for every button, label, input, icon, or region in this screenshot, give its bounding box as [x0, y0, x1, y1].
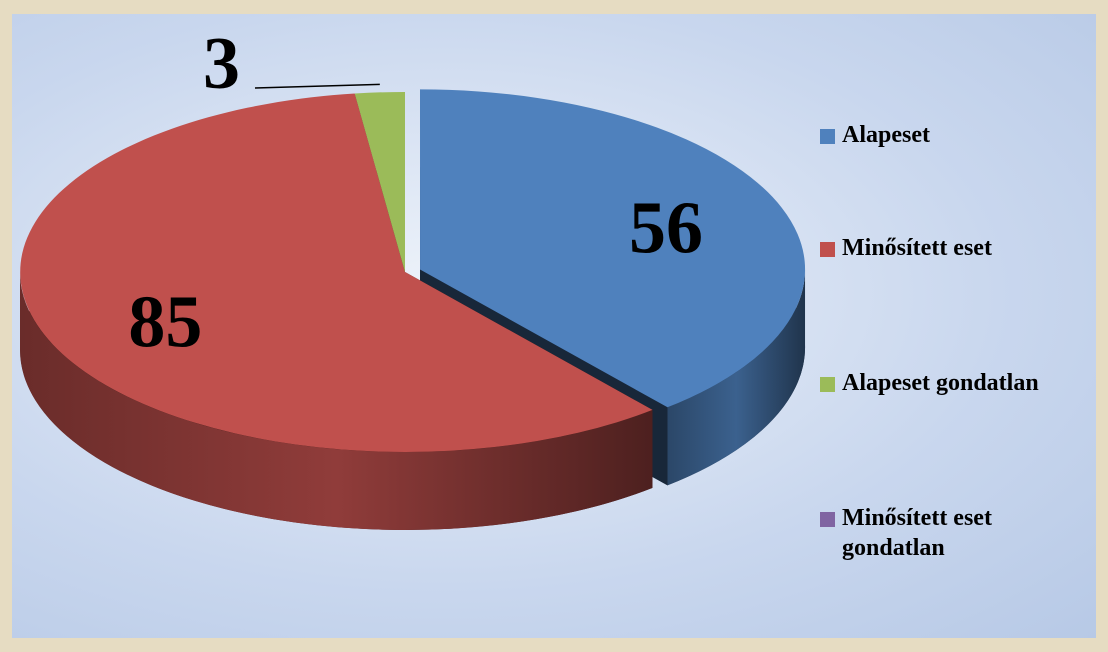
data-label: 56: [629, 188, 703, 270]
legend-swatch: [820, 129, 835, 144]
slice-side: [667, 269, 806, 486]
slice-side: [20, 272, 653, 530]
legend-entry: Alapeset: [820, 120, 1088, 150]
legend-label: Minősített eset: [842, 235, 992, 261]
data-label: 3: [203, 23, 240, 105]
legend-swatch: [820, 512, 835, 527]
legend-entry: Minősített eset: [820, 233, 1088, 263]
legend-label: Alapeset gondatlan: [842, 370, 1039, 396]
leader-line: [254, 83, 380, 89]
legend-entry: Minősített eset gondatlan: [820, 503, 1088, 563]
data-label: 85: [128, 281, 202, 363]
legend-label: Alapeset: [842, 122, 930, 148]
legend-swatch: [820, 242, 835, 257]
slice: [354, 91, 405, 272]
legend-entry: Alapeset gondatlan: [820, 368, 1088, 398]
legend-swatch: [820, 377, 835, 392]
slice: [420, 89, 806, 408]
legend-label: Minősített eset gondatlan: [842, 505, 992, 561]
slice: [20, 93, 653, 452]
